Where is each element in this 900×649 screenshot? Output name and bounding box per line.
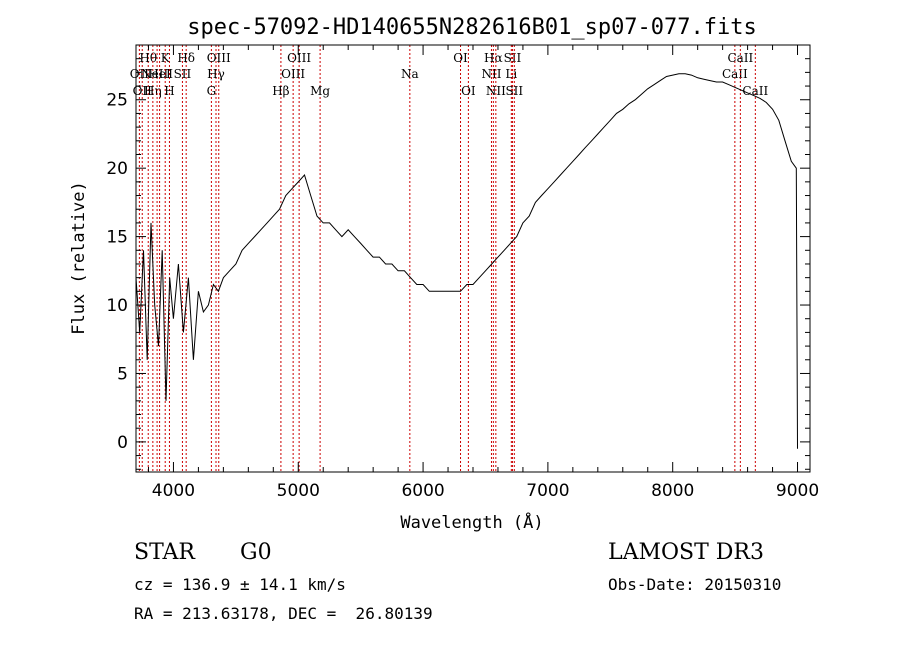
line-marker-label: OI bbox=[461, 84, 476, 98]
line-marker-label: OII bbox=[130, 67, 150, 81]
y-tick-label: 5 bbox=[117, 364, 128, 384]
x-tick-label: 4000 bbox=[152, 481, 195, 501]
line-marker-label: Li bbox=[505, 67, 517, 81]
line-marker-label: NII bbox=[486, 84, 506, 98]
coordinates-readout: RA = 213.63178, DEC = 26.80139 bbox=[134, 604, 433, 623]
line-marker-label: K bbox=[161, 51, 171, 65]
line-marker-label: OIII bbox=[281, 67, 305, 81]
x-axis-label: Wavelength (Å) bbox=[400, 511, 543, 533]
line-marker-label: OII bbox=[133, 84, 153, 98]
chart-title: spec-57092-HD140655N282616B01_sp07-077.f… bbox=[187, 15, 757, 40]
plot-frame bbox=[135, 44, 811, 473]
line-marker-label: CaII bbox=[742, 84, 768, 98]
y-axis-label: Flux (relative) bbox=[69, 181, 89, 335]
line-marker-label: OIII bbox=[207, 51, 231, 65]
x-tick-label: 6000 bbox=[401, 481, 444, 501]
spectrum-series-line bbox=[135, 73, 798, 449]
line-marker-label: CaII bbox=[727, 51, 753, 65]
line-marker-label: Mg bbox=[310, 84, 330, 98]
y-tick-label: 20 bbox=[106, 159, 128, 179]
redshift-readout: cz = 136.9 ± 14.1 km/s bbox=[134, 575, 346, 594]
line-marker-label: SII bbox=[174, 67, 192, 81]
line-marker-label: SII bbox=[504, 51, 522, 65]
y-tick-label: 15 bbox=[106, 228, 128, 248]
line-marker-label: OI bbox=[453, 51, 468, 65]
line-marker-label: NII bbox=[481, 67, 501, 81]
line-marker-label: Hγ bbox=[207, 67, 225, 81]
line-marker-label: H bbox=[164, 84, 174, 98]
line-marker-label: CaII bbox=[722, 67, 748, 81]
observation-date: Obs-Date: 20150310 bbox=[608, 575, 782, 594]
y-tick-label: 25 bbox=[106, 91, 128, 111]
object-subclass: G0 bbox=[240, 540, 272, 565]
y-tick-label: 0 bbox=[117, 433, 128, 453]
x-tick-label: 5000 bbox=[277, 481, 320, 501]
line-marker-label: SII bbox=[505, 84, 523, 98]
axes bbox=[135, 44, 811, 473]
line-marker-label: Hδ bbox=[177, 51, 195, 65]
x-tick-label: 7000 bbox=[526, 481, 569, 501]
y-tick-label: 10 bbox=[106, 296, 128, 316]
line-marker-label: Hθ bbox=[139, 51, 157, 65]
survey-name: LAMOST DR3 bbox=[608, 540, 764, 565]
line-marker-layer: OIIOIIHθHηNeIIIHeIKHSIIHδGHγOIIIHβOIIIOI… bbox=[130, 45, 768, 472]
line-marker-label: Hβ bbox=[272, 84, 289, 98]
line-marker-label: G bbox=[207, 84, 217, 98]
object-class: STAR bbox=[134, 540, 195, 565]
line-marker-label: HeI bbox=[148, 67, 171, 81]
line-marker-label: Hη bbox=[144, 84, 162, 98]
x-tick-label: 8000 bbox=[651, 481, 694, 501]
x-tick-label: 9000 bbox=[776, 481, 819, 501]
line-marker-label: Hα bbox=[484, 51, 503, 65]
line-marker-label: Na bbox=[401, 67, 419, 81]
line-marker-label: OIII bbox=[287, 51, 311, 65]
tick-layer: 4000 5000 6000 7000 8000 9000 0 5 10 15 20 25 bbox=[106, 45, 819, 501]
